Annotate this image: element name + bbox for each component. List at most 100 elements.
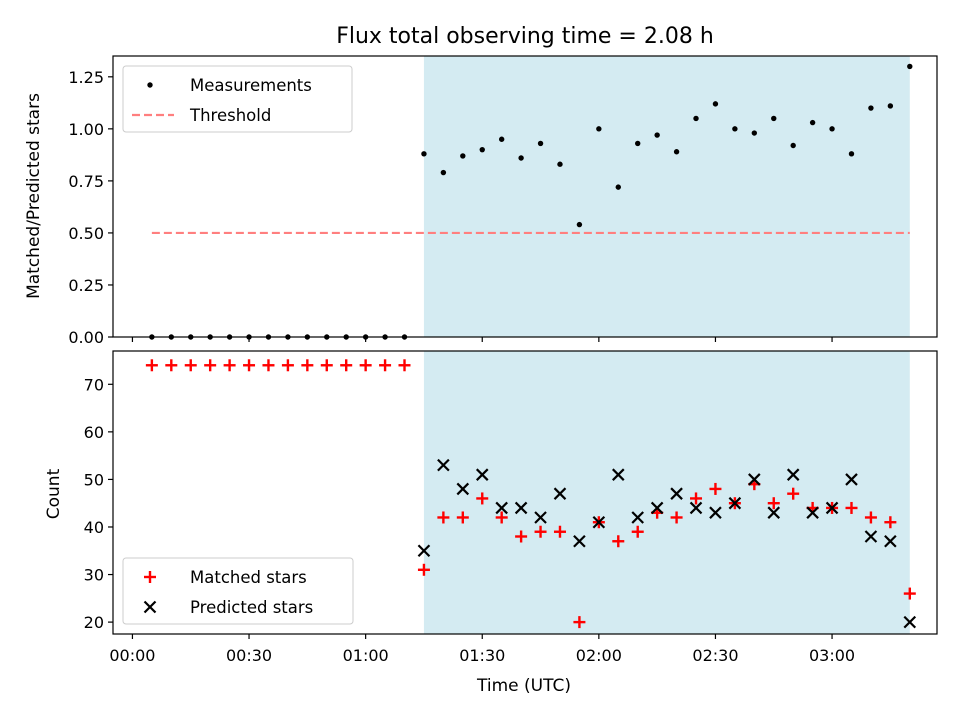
predicted-star-point [592, 515, 606, 529]
shaded-region [423, 56, 910, 337]
legend: Matched stars Predicted stars [122, 557, 354, 625]
predicted-star-point [573, 534, 586, 548]
measurement-point [887, 103, 894, 109]
y-tick-label: 30 [84, 566, 104, 585]
predicted-star-point [534, 511, 547, 524]
measurement-point [498, 136, 505, 142]
matched-star-point [359, 359, 372, 372]
x-axis-label: Time (UTC) [476, 676, 571, 696]
matched-star-point [437, 511, 450, 524]
measurement-point [907, 63, 913, 70]
predicted-star-point [553, 487, 567, 500]
predicted-star-point [864, 530, 878, 543]
matched-star-point [184, 359, 197, 372]
matched-star-point [243, 359, 256, 372]
predicted-star-point [767, 506, 781, 519]
predicted-star-point [612, 468, 625, 481]
measurement-point [771, 115, 777, 122]
matched-star-point [340, 359, 353, 372]
measurement-point [693, 115, 699, 122]
matched-star-point [379, 359, 392, 372]
predicted-star-point [475, 468, 489, 481]
x-tick-label: 01:30 [459, 646, 505, 665]
measurement-point [673, 149, 680, 155]
x-tick-label: 02:30 [692, 646, 738, 665]
y-tick-label: 0.25 [68, 276, 104, 295]
predicted-star-point [806, 506, 819, 519]
predicted-star-point [670, 487, 683, 500]
x-tick-label: 01:00 [343, 646, 389, 665]
measurement-point [557, 161, 563, 167]
shaded-region [423, 351, 910, 634]
matched-star-point [281, 359, 294, 372]
matched-star-point [223, 359, 236, 372]
x-tick-label: 02:00 [576, 646, 622, 665]
matched-star-point [612, 535, 625, 548]
matched-star-point [515, 530, 528, 543]
legend-box [122, 557, 354, 625]
measurement-point [751, 130, 758, 136]
predicted-star-point [417, 544, 431, 558]
measurement-point [732, 126, 738, 132]
matched-star-point [262, 359, 275, 372]
matched-star-point [145, 359, 158, 372]
legend-label: Measurements [190, 76, 312, 95]
x-tick-label: 00:00 [109, 646, 155, 665]
y-tick-label: 20 [84, 613, 104, 632]
matched-star-point [456, 511, 469, 524]
measurement-point [460, 153, 466, 159]
matched-star-point [864, 511, 877, 524]
matched-star-point [534, 525, 547, 538]
measurement-point [576, 221, 583, 228]
legend-dot-marker [147, 82, 153, 88]
legend-label: Predicted stars [190, 598, 313, 617]
series-1 [417, 458, 917, 629]
matched-star-point [476, 492, 489, 505]
legend-label: Threshold [189, 106, 271, 125]
matched-star-point [631, 525, 644, 538]
measurement-point [654, 132, 660, 138]
matched-star-point [787, 487, 800, 500]
legend: Measurements Threshold [122, 65, 353, 133]
matched-star-point [573, 616, 586, 629]
predicted-star-point [709, 506, 722, 519]
measurement-point [537, 140, 544, 147]
measurement-point [829, 126, 835, 132]
matched-star-point [670, 511, 683, 524]
axes-frame [112, 350, 938, 635]
y-tick-label: 0.00 [68, 328, 104, 347]
matched-star-point [709, 482, 722, 495]
bottom-ylabel: Count [44, 468, 64, 519]
legend-label: Matched stars [190, 568, 307, 587]
matched-star-point [417, 563, 430, 576]
top-panel: 0.00 0.25 0.50 0.75 1.00 1.25 Measurements Thre… [68, 55, 938, 347]
y-tick-label: 1.00 [68, 120, 104, 139]
matched-star-point [320, 359, 333, 372]
measurement-point [479, 146, 485, 153]
measurement-point [635, 140, 641, 147]
x-tick-label: 03:00 [809, 646, 855, 665]
predicted-star-point [845, 473, 858, 486]
measurement-point [790, 142, 796, 149]
matched-star-point [398, 359, 411, 372]
legend-plus-marker [144, 571, 156, 583]
predicted-star-point [825, 501, 839, 515]
y-tick-label: 60 [84, 423, 104, 442]
predicted-star-point [437, 458, 450, 472]
predicted-star-point [514, 501, 528, 515]
predicted-star-point [884, 534, 897, 548]
matched-star-point [903, 587, 916, 600]
predicted-star-point [728, 496, 742, 510]
y-tick-label: 40 [84, 518, 104, 537]
matched-star-point [845, 501, 858, 514]
predicted-star-point [903, 615, 917, 629]
measurement-point [596, 126, 602, 132]
matched-star-point [495, 511, 508, 524]
measurement-point [615, 184, 621, 190]
y-tick-label: 0.50 [68, 224, 104, 243]
measurement-point [440, 169, 447, 176]
matched-star-point [767, 497, 780, 510]
chart-title: Flux total observing time = 2.08 h [336, 24, 714, 49]
measurement-point [712, 101, 719, 107]
